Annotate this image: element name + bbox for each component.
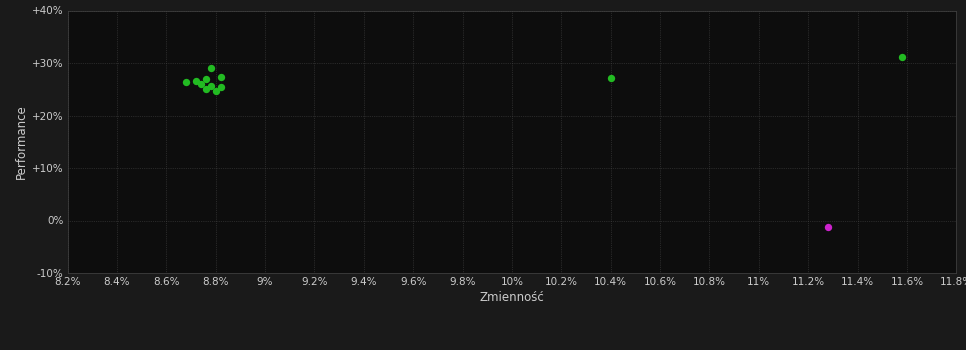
Point (193, 81, 209, 87)
Point (198, 86, 213, 92)
Point (179, 79, 194, 85)
Point (203, 83, 218, 88)
Point (198, 76, 213, 82)
Y-axis label: Performance: Performance (14, 104, 28, 179)
Point (188, 78, 204, 84)
Point (213, 84, 228, 90)
Point (895, 54, 910, 60)
Point (603, 76, 618, 81)
X-axis label: Zmienność: Zmienność (479, 291, 545, 304)
Point (203, 65, 218, 71)
Point (820, 225, 836, 230)
Point (213, 74, 228, 79)
Point (208, 88, 223, 93)
